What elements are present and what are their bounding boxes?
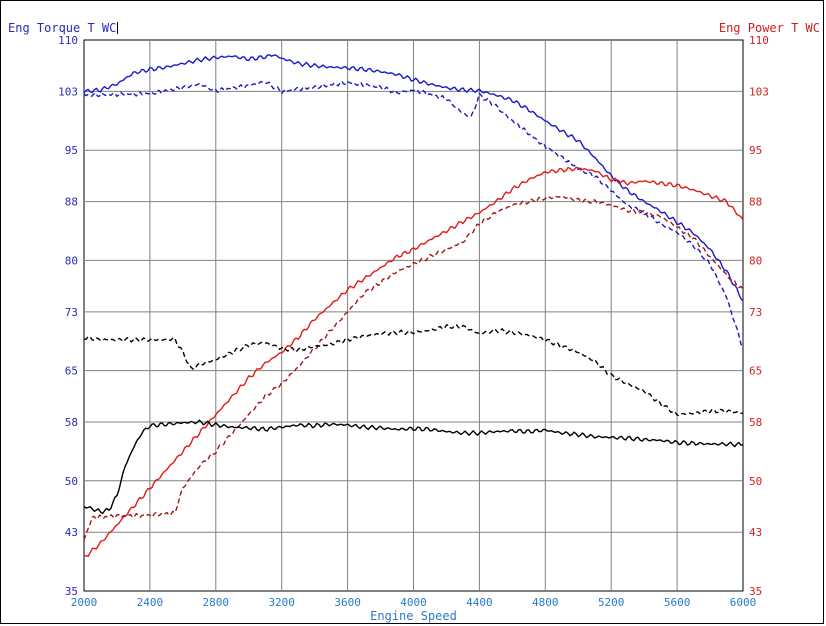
left-tick-label: 65 (65, 365, 78, 378)
tick-labels: 2000 2400 2800 3200 3600 4000 4400 4800 5200 5600… (58, 34, 769, 609)
x-tick-label: 4800 (532, 596, 559, 609)
right-tick-label: 80 (749, 254, 762, 267)
left-tick-label: 43 (65, 526, 78, 539)
series-line-torque-solid (83, 54, 744, 302)
right-tick-label: 58 (749, 416, 762, 429)
x-tick-label: 5200 (598, 596, 625, 609)
x-tick-label: 4400 (466, 596, 493, 609)
left-tick-label: 35 (65, 585, 78, 598)
series-line-power-solid (83, 166, 744, 558)
left-tick-label: 110 (58, 34, 78, 47)
series-group (83, 54, 744, 558)
left-tick-label: 88 (65, 196, 78, 209)
x-tick-label: 2400 (137, 596, 164, 609)
x-tick-label: 5600 (664, 596, 691, 609)
x-tick-label: 6000 (730, 596, 757, 609)
grid (84, 40, 743, 591)
left-tick-label: 95 (65, 144, 78, 157)
right-tick-label: 35 (749, 585, 762, 598)
x-axis-label: Engine Speed (370, 609, 457, 623)
right-tick-label: 43 (749, 526, 762, 539)
right-tick-label: 50 (749, 475, 762, 488)
right-tick-label: 110 (749, 34, 769, 47)
x-tick-label: 2000 (71, 596, 98, 609)
right-tick-label: 65 (749, 365, 762, 378)
right-tick-label: 95 (749, 144, 762, 157)
left-tick-label: 50 (65, 475, 78, 488)
right-tick-label: 103 (749, 85, 769, 98)
left-tick-label: 58 (65, 416, 78, 429)
x-tick-label: 4000 (400, 596, 427, 609)
left-tick-label: 73 (65, 306, 78, 319)
left-tick-label: 103 (58, 85, 78, 98)
left-tick-label: 80 (65, 254, 78, 267)
left-axis-title: Eng Torque T WC (8, 21, 119, 35)
series-line-power-dashed (83, 195, 744, 541)
series-line-torque-dashed (83, 80, 744, 349)
right-tick-label: 88 (749, 196, 762, 209)
series-line-trace-dashed (83, 324, 744, 417)
x-tick-label: 3600 (334, 596, 361, 609)
text-cursor (117, 22, 119, 34)
series-line-trace-solid (83, 419, 744, 515)
right-axis-title: Eng Power T WC (718, 21, 820, 35)
x-tick-label: 2800 (203, 596, 230, 609)
x-tick-label: 3200 (268, 596, 295, 609)
right-tick-label: 73 (749, 306, 762, 319)
